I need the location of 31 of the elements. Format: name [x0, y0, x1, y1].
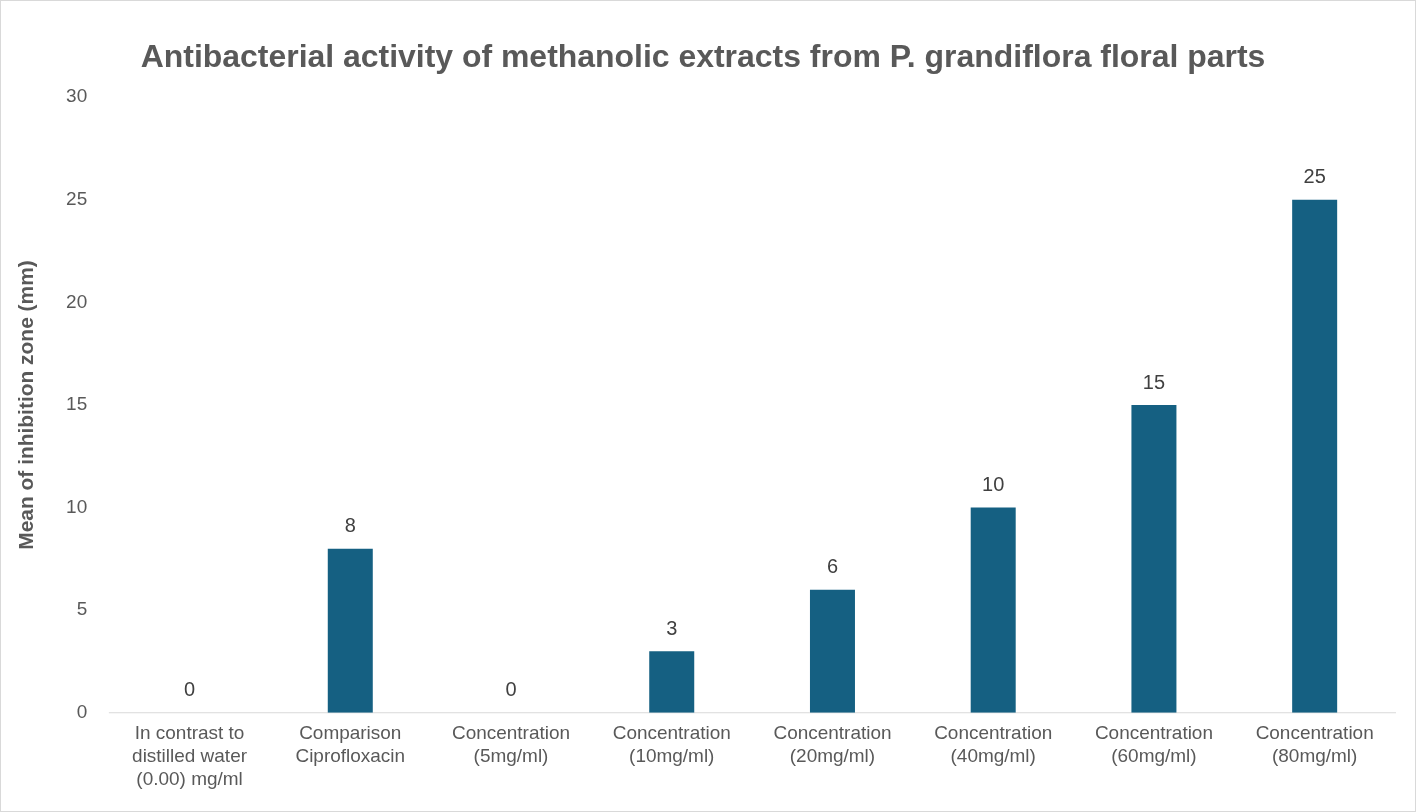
- y-tick-label: 15: [66, 393, 88, 415]
- bar: [970, 507, 1016, 713]
- x-tick-label: Concentration (60mg/ml): [1094, 722, 1213, 767]
- data-label: 10: [982, 473, 1005, 496]
- bar: [1131, 405, 1177, 713]
- data-label: 0: [183, 678, 196, 701]
- data-label: 6: [826, 555, 839, 578]
- bar: [649, 651, 695, 713]
- x-tick-label: Concentration (10mg/ml): [612, 722, 731, 767]
- data-label: 3: [666, 616, 678, 639]
- y-tick-label: 10: [66, 495, 88, 517]
- x-tick-label: Concentration (20mg/ml): [773, 722, 892, 767]
- bar: [809, 589, 855, 713]
- x-tick-label: Concentration (40mg/ml): [934, 722, 1053, 767]
- x-tick-label: In contrast to distilled water (0.00) mg/ml: [132, 722, 247, 789]
- data-label: 15: [1142, 370, 1166, 393]
- x-tick-label: Concentration (5mg/ml): [451, 722, 571, 767]
- y-tick-label: 0: [76, 701, 88, 723]
- data-label: 8: [344, 514, 356, 537]
- data-label: 25: [1303, 165, 1326, 188]
- y-tick-label: 20: [66, 290, 88, 312]
- y-tick-label: 5: [76, 598, 88, 620]
- bar: [327, 548, 373, 713]
- y-tick-label: 30: [66, 85, 88, 107]
- x-tick-label: Comparison Ciprofloxacin: [295, 722, 406, 767]
- bar: [1292, 199, 1338, 713]
- y-axis-title: Mean of inhibition zone (mm): [14, 260, 38, 550]
- data-label: 0: [505, 678, 517, 701]
- x-tick-label: Concentration (80mg/ml): [1255, 722, 1374, 767]
- y-tick-label: 25: [66, 188, 88, 209]
- chart-title: Antibacterial activity of methanolic extracts from P. grandiflora floral parts: [140, 37, 1266, 74]
